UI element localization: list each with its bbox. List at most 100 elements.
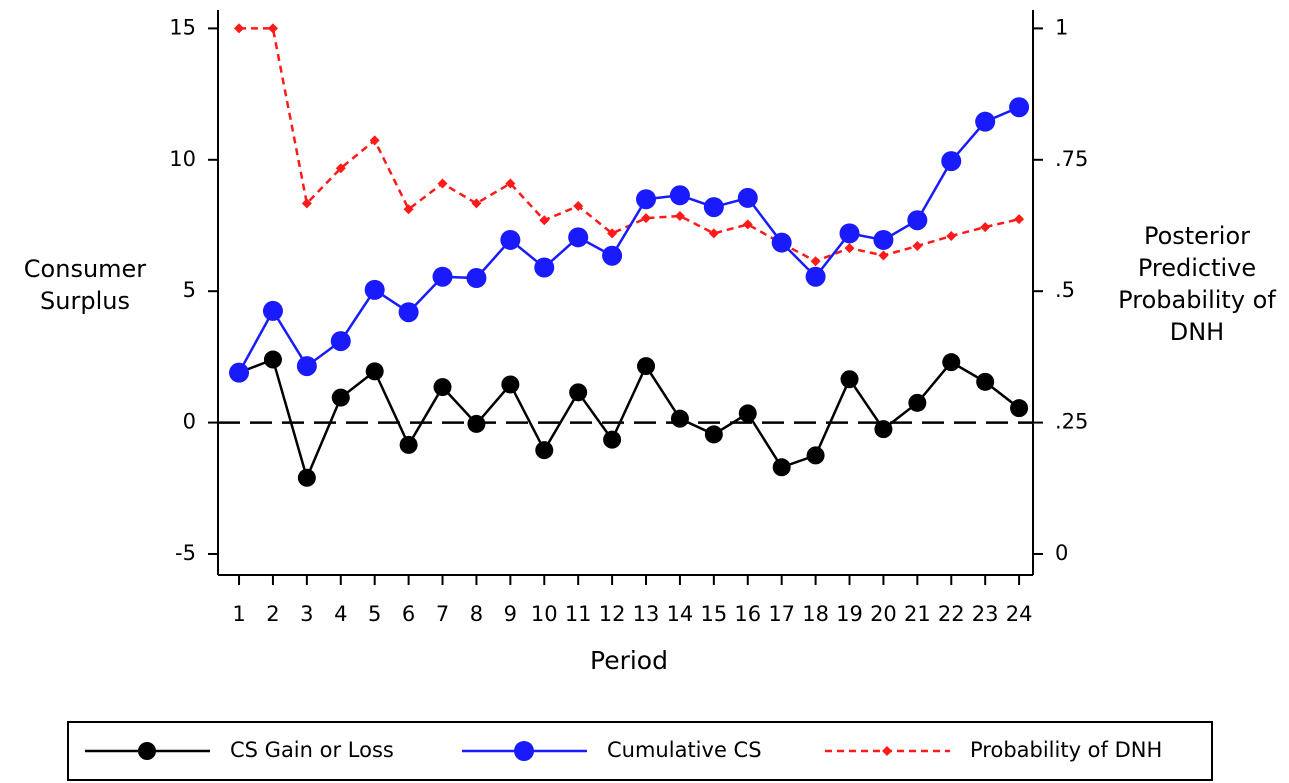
data-point: [229, 362, 250, 383]
data-point: [1014, 214, 1025, 225]
data-point: [432, 266, 453, 287]
series-line: [237, 106, 1020, 374]
x-tick-label: 3: [300, 602, 313, 626]
data-point: [568, 227, 589, 248]
data-point: [331, 388, 350, 407]
data-point: [704, 425, 723, 444]
data-point: [980, 222, 991, 233]
y-axis-label-box: Consumer Surplus: [23, 255, 147, 315]
y-tick-label: 10: [169, 147, 196, 171]
data-point: [1009, 97, 1030, 118]
y-tick-label: 15: [169, 15, 196, 39]
data-point: [607, 228, 618, 239]
data-point: [399, 435, 418, 454]
data-point: [330, 331, 351, 352]
x-tick-label: 13: [633, 602, 660, 626]
x-tick-label: 19: [836, 602, 863, 626]
data-point: [946, 231, 957, 241]
data-point: [839, 223, 860, 244]
data-point: [873, 229, 894, 250]
y2-tick-label: .5: [1055, 278, 1075, 302]
x-tick-label: 1: [232, 602, 245, 626]
data-point: [297, 468, 316, 487]
x-axis-label: Period: [590, 646, 668, 675]
data-point: [912, 240, 923, 251]
data-point: [878, 250, 889, 261]
data-point: [1010, 399, 1029, 418]
data-point: [505, 178, 516, 189]
data-point: [771, 232, 792, 253]
data-point: [335, 163, 346, 174]
data-point: [976, 372, 995, 391]
data-point: [708, 228, 719, 239]
x-tick-label: 8: [470, 602, 483, 626]
data-point: [806, 446, 825, 465]
data-point: [738, 404, 757, 423]
legend-marker: [514, 741, 534, 761]
legend-marker: [882, 746, 892, 756]
x-tick-label: 2: [266, 602, 279, 626]
y-tick-label: -5: [175, 541, 196, 565]
x-tick-label: 23: [972, 602, 999, 626]
x-tick-label: 7: [436, 602, 449, 626]
data-point: [433, 378, 452, 397]
data-point: [535, 441, 554, 460]
x-tick-label: 9: [504, 602, 517, 626]
x-tick-label: 22: [938, 602, 965, 626]
y2-tick-label: .75: [1055, 147, 1088, 171]
data-point: [296, 356, 317, 377]
legend-label: Probability of DNH: [970, 738, 1162, 762]
x-tick-label: 14: [667, 602, 694, 626]
data-point: [669, 185, 690, 206]
data-point: [641, 213, 652, 224]
y-axis-label: Consumer Surplus: [23, 255, 147, 315]
legend-label: CS Gain or Loss: [230, 738, 394, 762]
data-point: [810, 256, 821, 267]
legend-label: Cumulative CS: [607, 738, 762, 762]
data-point: [539, 215, 550, 226]
data-point: [844, 243, 855, 254]
data-point: [573, 201, 584, 212]
legend-marker: [138, 742, 156, 760]
data-point: [466, 268, 487, 289]
data-point: [942, 353, 961, 372]
data-point: [840, 370, 859, 389]
data-point: [637, 357, 656, 376]
x-tick-label: 15: [700, 602, 727, 626]
data-point: [975, 111, 996, 132]
data-point: [941, 151, 962, 172]
data-point: [569, 383, 588, 402]
data-point: [805, 266, 826, 287]
data-point: [603, 430, 622, 449]
x-tick-label: 5: [368, 602, 381, 626]
data-point: [907, 210, 928, 231]
data-point: [437, 178, 448, 189]
series-line: [238, 357, 1020, 482]
data-point: [670, 409, 689, 428]
data-point: [467, 414, 486, 433]
y-tick-label: 5: [183, 278, 196, 302]
x-tick-label: 20: [870, 602, 897, 626]
data-point: [636, 189, 657, 210]
x-tick-label: 24: [1006, 602, 1033, 626]
data-point: [262, 300, 283, 321]
data-point: [471, 198, 482, 209]
data-point: [602, 245, 623, 266]
x-tick-label: 18: [802, 602, 829, 626]
data-point: [369, 135, 380, 146]
data-point: [234, 23, 245, 34]
data-point: [301, 198, 312, 209]
data-point: [267, 23, 278, 34]
data-point: [674, 211, 685, 222]
data-point: [874, 420, 893, 439]
y-tick-label: 0: [183, 410, 196, 434]
data-point: [501, 375, 520, 394]
x-tick-label: 21: [904, 602, 931, 626]
x-tick-label: 16: [734, 602, 761, 626]
data-point: [908, 393, 927, 412]
data-point: [398, 302, 419, 323]
legend-box: [67, 721, 1213, 781]
data-point: [772, 458, 791, 477]
y2-tick-label: 1: [1055, 15, 1068, 39]
